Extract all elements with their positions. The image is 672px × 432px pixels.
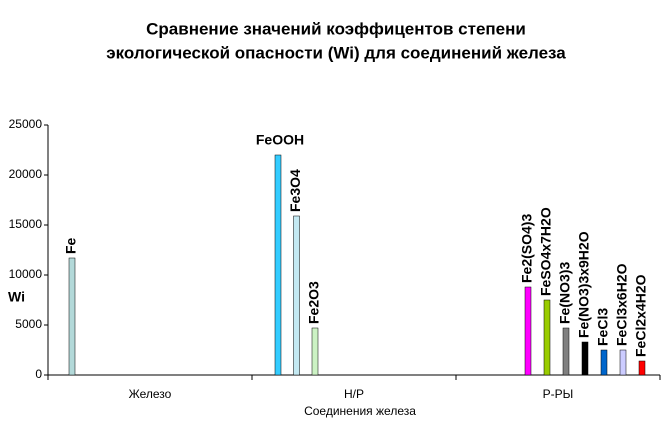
y-tick-label: 20000 bbox=[9, 167, 43, 181]
y-tick-label: 5000 bbox=[15, 317, 42, 331]
chart-title: экологической опасности (Wi) для соедине… bbox=[106, 43, 566, 62]
bar bbox=[274, 154, 282, 376]
bar bbox=[524, 286, 532, 376]
data-label: Fe(NO3)3x9H2O bbox=[576, 231, 592, 338]
data-label: Fe bbox=[63, 237, 79, 254]
bar bbox=[68, 257, 76, 376]
bar bbox=[600, 349, 608, 376]
y-tick-label: 10000 bbox=[9, 267, 43, 281]
x-tick-label: Железо bbox=[129, 387, 172, 401]
data-label: Fe2(SO4)3 bbox=[519, 214, 535, 283]
data-label: Fe(NO3)3 bbox=[557, 262, 573, 324]
bar bbox=[619, 349, 627, 376]
bar bbox=[638, 360, 646, 376]
x-tick-label: Р-РЫ bbox=[543, 387, 574, 401]
bar bbox=[562, 327, 570, 376]
y-tick-label: 15000 bbox=[9, 217, 43, 231]
y-tick-label: 0 bbox=[35, 367, 42, 381]
data-label: Fe3O4 bbox=[287, 169, 303, 212]
y-axis-label: Wi bbox=[8, 289, 25, 305]
data-label: FeOOH bbox=[256, 132, 304, 148]
data-label: FeSO4x7H2O bbox=[538, 207, 554, 296]
chart-title: Сравнение значений коэффицентов степени bbox=[146, 19, 526, 38]
data-label: Fe2O3 bbox=[306, 281, 322, 324]
data-label: FeCl2x4H2O bbox=[633, 274, 649, 357]
bar bbox=[311, 327, 319, 376]
bar bbox=[543, 299, 551, 376]
bar bbox=[581, 341, 589, 376]
x-axis-label: Соединения железа bbox=[304, 404, 416, 418]
bar bbox=[293, 215, 300, 376]
x-tick-label: Н/Р bbox=[344, 387, 364, 401]
data-label: FeCl3 bbox=[595, 308, 611, 346]
y-tick-label: 25000 bbox=[9, 117, 43, 131]
data-label: FeCl3x6H2O bbox=[614, 263, 630, 346]
